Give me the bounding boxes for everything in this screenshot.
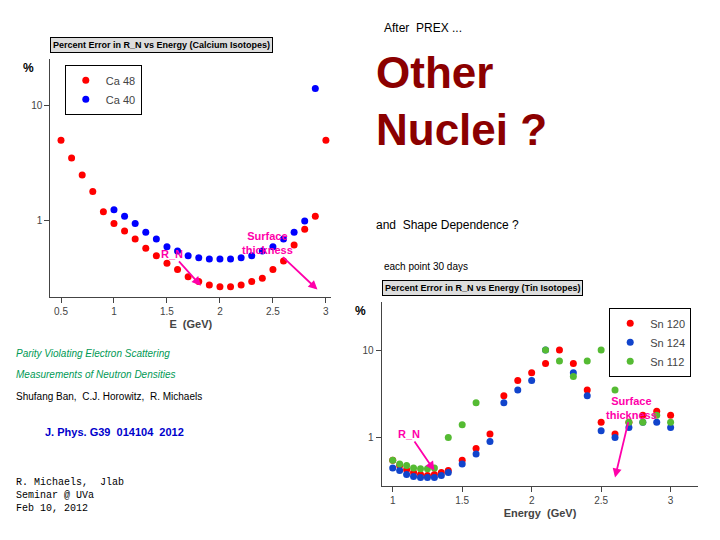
svg-text:10: 10 [31,100,43,111]
svg-text:2.5: 2.5 [594,495,608,506]
svg-text:Surfacethickness: Surfacethickness [606,395,657,421]
svg-text:OtherNuclei ?: OtherNuclei ? [376,48,547,154]
svg-text:Percent Error in R_N vs Energy: Percent Error in R_N vs Energy (Tin Isot… [385,283,580,293]
svg-text:0.5: 0.5 [54,306,68,317]
svg-text:and Shape Dependence ?: and Shape Dependence ? [376,218,519,232]
svg-text:1: 1 [37,215,43,226]
svg-text:Measurements of Neutron Densit: Measurements of Neutron Densities [16,369,176,380]
svg-text:J. Phys. G39 014104 2012: J. Phys. G39 014104 2012 [45,426,184,438]
svg-text:R_N: R_N [398,428,420,440]
svg-text:1: 1 [368,432,374,443]
svg-text:2.5: 2.5 [266,306,280,317]
svg-text:%: % [355,304,366,318]
svg-text:Energy (GeV): Energy (GeV) [504,507,577,519]
svg-text:R_N: R_N [161,248,183,260]
svg-text:Surfacethickness: Surfacethickness [242,230,293,256]
svg-text:1.5: 1.5 [455,495,469,506]
svg-text:%: % [23,61,34,75]
svg-text:1: 1 [111,306,117,317]
svg-text:Shufang Ban, C.J. Horowitz,: Shufang Ban, C.J. Horowitz, R. Michaels [16,391,202,402]
svg-text:Sn 112: Sn 112 [650,356,684,368]
svg-text:1: 1 [390,495,396,506]
svg-text:Sn 120: Sn 120 [650,318,685,330]
svg-text:Percent Error in R_N vs Energy: Percent Error in R_N vs Energy (Calcium … [53,40,270,50]
svg-text:R. Michaels, JlabSeminar @ UV: R. Michaels, JlabSeminar @ UVaFeb 10, 20… [16,477,124,514]
svg-text:2: 2 [217,306,223,317]
svg-text:3: 3 [323,306,329,317]
svg-text:Ca 48: Ca 48 [106,75,135,87]
svg-text:10: 10 [362,345,374,356]
svg-text:3: 3 [668,495,674,506]
svg-text:Parity Violating Electron Scat: Parity Violating Electron Scattering [16,348,170,359]
svg-text:Ca 40: Ca 40 [106,94,135,106]
svg-text:E (GeV): E (GeV) [169,318,212,330]
svg-text:2: 2 [529,495,535,506]
svg-text:After PREX ...: After PREX ... [384,21,462,35]
svg-text:1.5: 1.5 [160,306,174,317]
svg-text:each point 30 days: each point 30 days [384,261,468,272]
svg-text:Sn 124: Sn 124 [650,337,685,349]
